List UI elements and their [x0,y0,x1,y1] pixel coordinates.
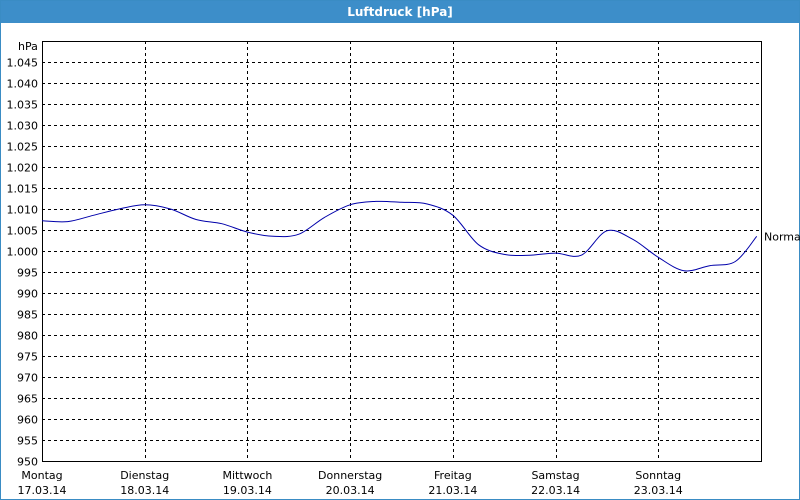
x-tick-day: Donnerstag [318,469,382,482]
y-tick-label: 965 [17,393,38,406]
y-tick-label: 1.020 [7,162,39,175]
y-tick-label: 1.015 [7,183,39,196]
x-tick-day: Freitag [434,469,472,482]
y-tick-label: 980 [17,330,38,343]
y-tick-label: 985 [17,309,38,322]
y-tick-label: 950 [17,456,38,469]
x-tick-day: Montag [21,469,62,482]
series-line [41,200,758,272]
x-tick-day: Dienstag [120,469,169,482]
x-tick-date: 21.03.14 [428,484,477,497]
x-tick-date: 22.03.14 [531,484,580,497]
plot-border [42,41,762,462]
y-axis: 950 955 960 965 970 975 980 985 990 995 1.000 1.005… [7,57,39,469]
y-tick-label: 960 [17,414,38,427]
y-tick-label: 1.005 [7,225,39,238]
y-tick-label: 1.025 [7,141,39,154]
y-axis-label: hPa [18,40,38,53]
y-tick-label: 990 [17,288,38,301]
y-tick-label: 995 [17,267,38,280]
x-axis: Montag 17.03.14 Dienstag 18.03.14 Mittwoch 19… [18,469,683,497]
x-tick-date: 23.03.14 [634,484,683,497]
y-tick-label: 1.010 [7,204,39,217]
normal-annotation: Normal [764,230,800,243]
x-tick-day: Sonntag [635,469,681,482]
y-tick-label: 1.045 [7,57,39,70]
y-tick-label: 970 [17,372,38,385]
y-tick-label: 975 [17,351,38,364]
window-title: Luftdruck [hPa] [1,1,799,23]
x-tick-day: Samstag [531,469,579,482]
x-tick-date: 19.03.14 [223,484,272,497]
grid [42,41,761,461]
y-tick-label: 1.030 [7,120,39,133]
y-tick-label: 1.040 [7,78,39,91]
x-tick-date: 20.03.14 [326,484,375,497]
x-tick-date: 18.03.14 [120,484,169,497]
x-tick-date: 17.03.14 [18,484,67,497]
y-tick-label: 1.000 [7,246,39,259]
x-tick-day: Mittwoch [222,469,272,482]
y-tick-label: 955 [17,435,38,448]
y-tick-label: 1.035 [7,99,39,112]
